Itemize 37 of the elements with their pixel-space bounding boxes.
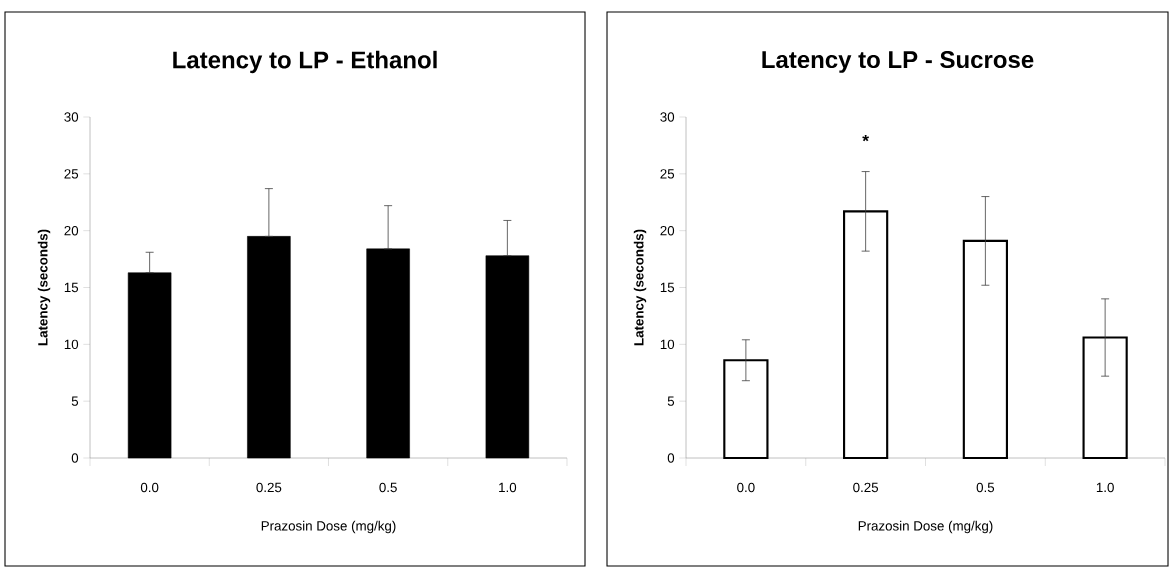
- bar: [247, 236, 291, 459]
- bar: [127, 272, 172, 459]
- x-tick-label: 0.0: [737, 482, 755, 493]
- x-axis-title: Prazosin Dose (mg/kg): [261, 520, 396, 534]
- bar: [723, 359, 769, 460]
- y-tick-label: 0: [667, 453, 675, 463]
- y-axis-title: Latency (seconds): [633, 229, 647, 346]
- y-tick-label: 20: [64, 225, 79, 236]
- x-tick-label: 1.0: [1096, 482, 1114, 493]
- y-tick-label: 0: [71, 453, 79, 463]
- x-tick-label: 0.5: [976, 482, 995, 493]
- bar: [366, 248, 410, 459]
- y-tick-label: 30: [660, 112, 675, 122]
- x-tick-label: 1.0: [499, 482, 517, 493]
- bar: [485, 255, 530, 459]
- y-tick-label: 30: [64, 112, 79, 122]
- x-tick-label: 0.0: [140, 482, 159, 493]
- x-axis-title: Prazosin Dose (mg/kg): [858, 520, 993, 534]
- y-tick-label: 15: [660, 282, 675, 293]
- y-tick-label: 25: [660, 169, 675, 179]
- chart-title: Latency to LP - Sucrose: [762, 51, 1034, 73]
- y-tick-label: 20: [660, 225, 675, 236]
- y-tick-label: 5: [71, 396, 79, 406]
- y-tick-label: 10: [660, 339, 675, 350]
- chart-title: Latency to LP - Ethanol: [173, 50, 437, 74]
- y-axis-title: Latency (seconds): [37, 229, 51, 346]
- annotation: *: [862, 134, 869, 142]
- y-tick-label: 15: [64, 282, 79, 293]
- x-tick-label: 0.25: [853, 482, 879, 493]
- bar: [962, 239, 1008, 460]
- bar: [1082, 336, 1128, 460]
- y-tick-label: 25: [64, 169, 79, 179]
- x-tick-label: 0.5: [379, 482, 397, 493]
- y-tick-label: 5: [667, 396, 675, 406]
- x-tick-label: 0.25: [256, 482, 282, 493]
- bar: [843, 210, 889, 460]
- y-tick-label: 10: [64, 339, 79, 350]
